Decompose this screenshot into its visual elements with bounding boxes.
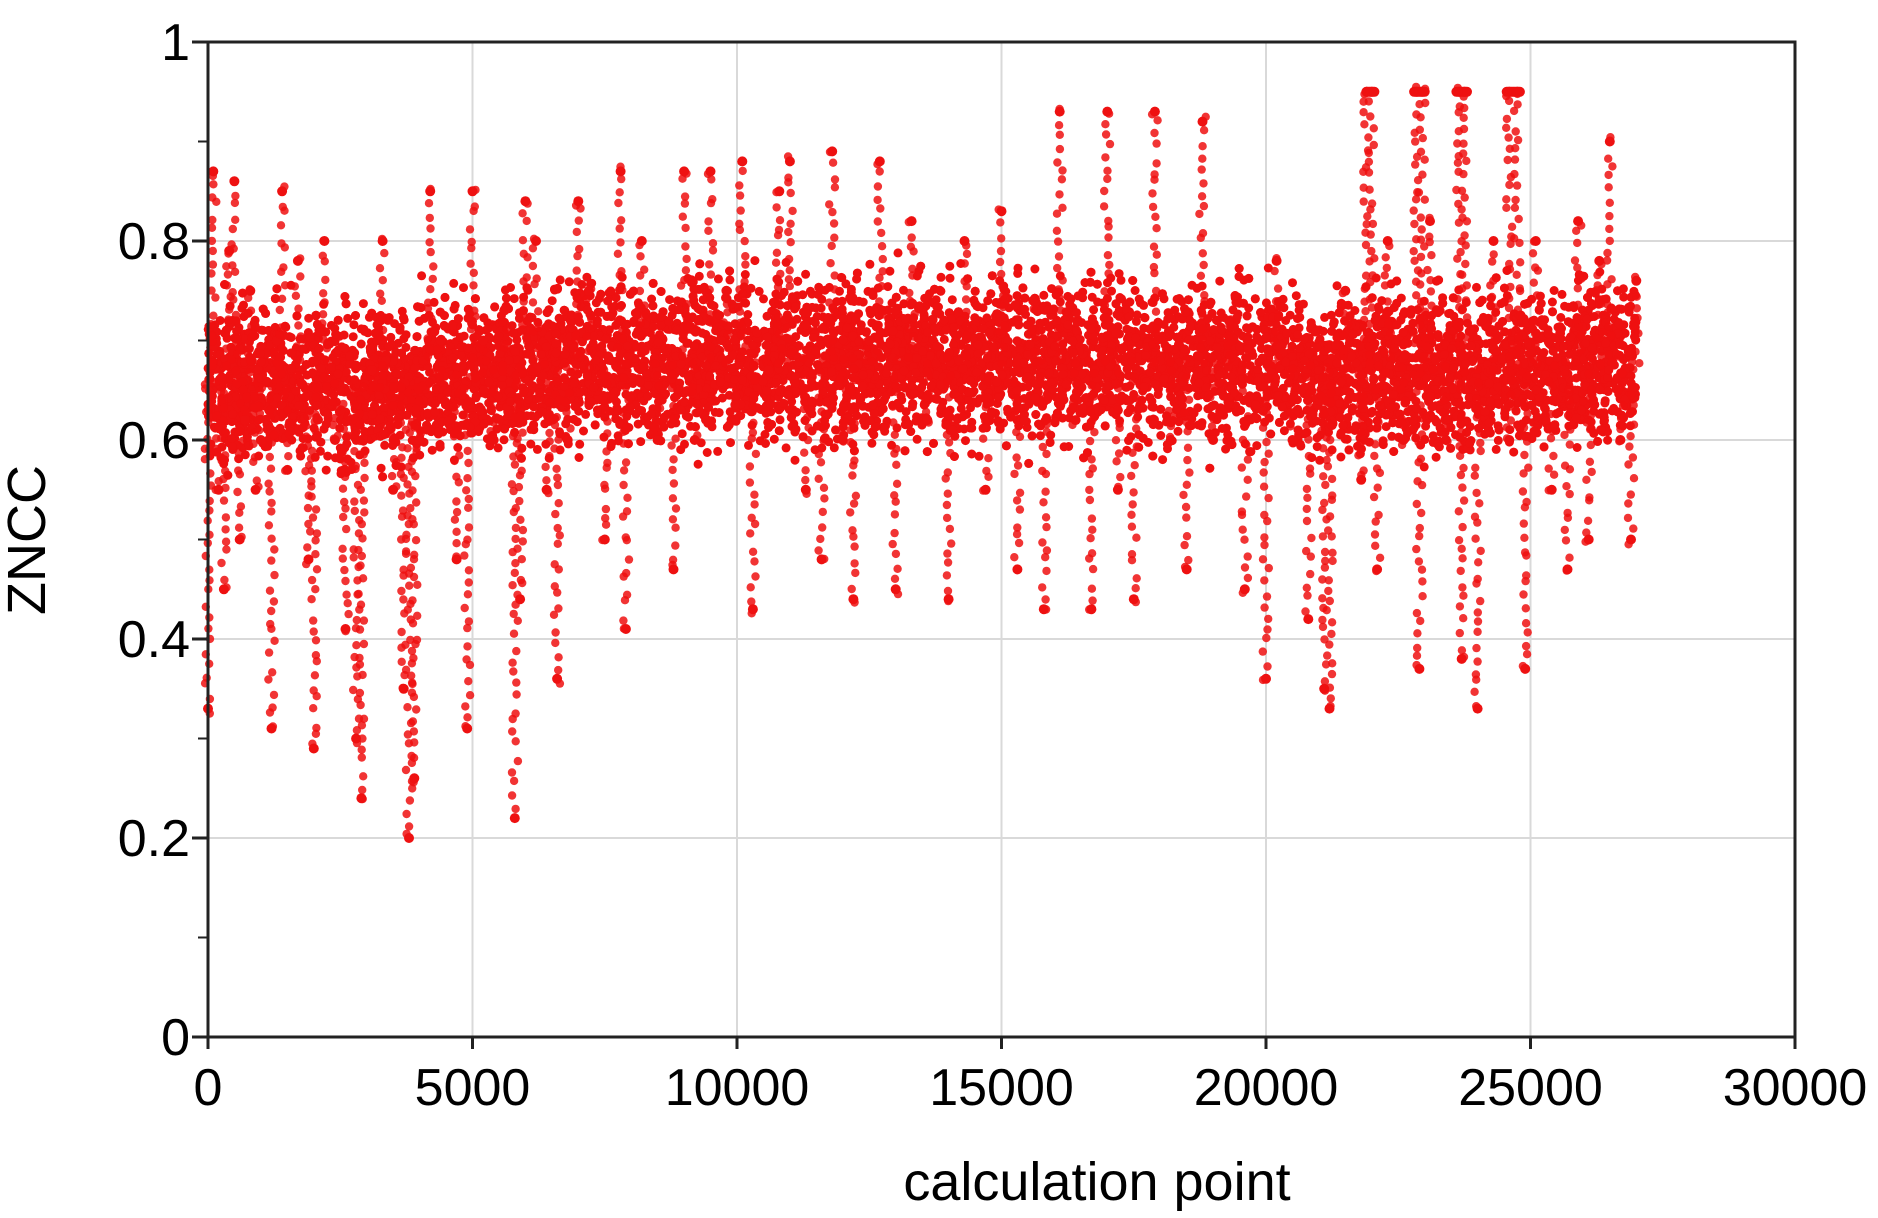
data-points [200, 82, 1644, 843]
data-point [713, 274, 723, 284]
data-point [1192, 283, 1202, 293]
data-point [945, 261, 955, 271]
data-point [1221, 444, 1231, 454]
data-point [1549, 286, 1559, 295]
grid [208, 42, 1795, 1037]
data-point [791, 332, 801, 342]
data-point [380, 440, 390, 450]
data-point [1023, 382, 1033, 392]
data-point [356, 339, 366, 349]
data-point [725, 407, 735, 417]
data-point [564, 277, 574, 287]
data-point [713, 446, 723, 456]
data-point [1556, 313, 1566, 322]
data-point [1557, 289, 1567, 299]
data-point [1291, 291, 1301, 301]
data-point [961, 436, 970, 446]
data-point [1173, 426, 1183, 436]
data-point [775, 415, 785, 425]
data-point [427, 445, 437, 455]
data-point [1242, 323, 1251, 333]
data-point [1332, 281, 1342, 291]
data-point [1472, 282, 1481, 292]
data-point [1493, 435, 1503, 445]
data-point [1132, 310, 1142, 320]
data-point [1600, 398, 1610, 408]
data-point [945, 273, 955, 283]
data-point [927, 381, 936, 391]
data-point [912, 434, 922, 444]
data-point [501, 293, 511, 303]
data-point [1215, 276, 1225, 286]
data-point [1315, 455, 1325, 465]
data-point [1603, 435, 1613, 445]
data-point [983, 296, 993, 306]
data-point [1130, 286, 1140, 295]
data-point [1491, 444, 1501, 454]
data-point [1131, 316, 1141, 326]
data-point [790, 455, 800, 465]
data-point [665, 295, 675, 305]
data-point [459, 283, 468, 293]
data-point [636, 437, 646, 447]
data-point [343, 313, 353, 323]
data-point [936, 272, 946, 282]
data-point [569, 414, 579, 424]
data-point [500, 285, 510, 295]
data-point [417, 271, 427, 281]
data-point [893, 248, 903, 258]
data-point [523, 285, 533, 295]
data-point [769, 434, 779, 444]
data-point [376, 463, 386, 473]
data-point [865, 259, 875, 269]
data-point [1252, 441, 1262, 451]
data-point [304, 313, 314, 323]
data-point [449, 278, 459, 288]
data-point [1279, 426, 1289, 436]
data-point [509, 294, 519, 304]
data-point [321, 465, 331, 475]
data-point [579, 426, 588, 436]
data-point [725, 275, 735, 285]
data-point [726, 438, 735, 448]
data-point [240, 450, 250, 460]
data-point [1030, 379, 1040, 389]
data-point [575, 439, 585, 449]
data-point [1466, 324, 1476, 334]
data-point [939, 334, 949, 344]
data-point [1431, 452, 1441, 462]
data-point [1030, 264, 1040, 274]
data-point [1381, 422, 1391, 432]
data-point [1509, 447, 1519, 457]
data-point [974, 451, 984, 461]
data-point [1156, 431, 1166, 440]
data-point [1116, 275, 1126, 285]
data-point [323, 451, 333, 461]
data-point [453, 443, 463, 452]
data-point [429, 297, 439, 307]
data-point [967, 449, 977, 459]
data-point [349, 320, 359, 330]
